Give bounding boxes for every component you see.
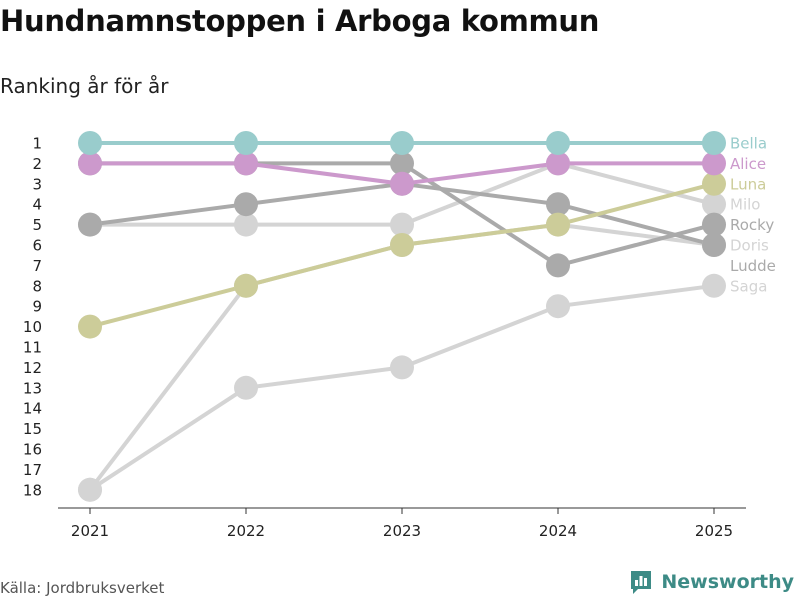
y-tick-label: 7 (32, 257, 42, 275)
source-note: Källa: Jordbruksverket (0, 579, 165, 597)
series-label-luna: Luna (730, 175, 766, 193)
data-point-doris (702, 192, 726, 217)
y-tick-label: 15 (23, 420, 42, 438)
data-point-luna (546, 212, 570, 237)
data-point-bella (234, 131, 258, 155)
y-tick-label: 1 (32, 135, 42, 153)
data-point-luna (390, 233, 414, 257)
y-tick-label: 2 (32, 155, 42, 173)
data-point-rocky (234, 192, 258, 217)
y-tick-label: 9 (32, 298, 42, 316)
data-point-alice (234, 151, 258, 176)
y-tick-label: 16 (23, 441, 42, 459)
x-tick-label: 2021 (71, 522, 109, 540)
data-point-bella (546, 131, 570, 155)
y-tick-label: 11 (23, 339, 42, 357)
data-point-rocky (546, 192, 570, 217)
y-tick-label: 5 (32, 216, 42, 234)
series-label-bella: Bella (730, 135, 767, 153)
series-label-doris: Doris (730, 237, 769, 255)
y-tick-label: 6 (32, 237, 42, 255)
data-point-milo (702, 273, 726, 298)
y-tick-label: 10 (23, 318, 42, 336)
y-tick-label: 18 (23, 481, 42, 499)
data-point-ludde (546, 253, 570, 278)
data-point-milo (390, 355, 414, 380)
series-label-alice: Alice (730, 155, 766, 173)
y-tick-label: 17 (23, 461, 42, 479)
brand-name: Newsworthy (661, 571, 794, 593)
x-tick-label: 2023 (383, 522, 421, 540)
series-label-saga: Saga (730, 277, 767, 295)
x-axis: 2021 2022 2023 2024 2025 (58, 507, 746, 540)
x-tick-label: 2025 (695, 522, 733, 540)
data-point-milo (546, 294, 570, 319)
data-point-doris (234, 212, 258, 237)
series-label-milo: Milo (730, 196, 760, 214)
data-point-ludde (390, 151, 414, 176)
y-tick-label: 13 (23, 379, 42, 397)
data-point-alice (702, 151, 726, 176)
data-point-bella (78, 131, 102, 155)
data-point-milo (234, 375, 258, 400)
data-point-alice (546, 151, 570, 176)
data-point-luna (78, 314, 102, 339)
data-point-luna (234, 273, 258, 298)
y-tick-label: 14 (23, 400, 42, 418)
data-point-rocky (78, 212, 102, 237)
y-tick-label: 12 (23, 359, 42, 377)
series-label-rocky: Rocky (730, 216, 774, 234)
series-line-milo (88, 283, 716, 492)
series-points (78, 131, 726, 502)
series-label-ludde: Ludde (730, 257, 776, 275)
series-labels: Bella Alice Luna Milo Rocky Doris Ludde Saga (730, 135, 776, 296)
data-point-doris (390, 212, 414, 237)
data-point-saga (78, 477, 102, 502)
chart-title: Hundnamnstoppen i Arboga kommun (0, 4, 600, 38)
x-tick-label: 2022 (227, 522, 265, 540)
data-point-rocky (702, 233, 726, 257)
y-tick-label: 3 (32, 175, 42, 193)
bar-chart-icon (631, 571, 652, 594)
y-tick-label: 8 (32, 277, 42, 295)
data-point-bella (702, 131, 726, 155)
data-point-luna (702, 171, 726, 196)
x-tick-label: 2024 (539, 522, 577, 540)
data-point-alice (78, 151, 102, 176)
data-point-ludde (702, 212, 726, 237)
chart-subtitle: Ranking år för år (0, 74, 169, 98)
data-point-bella (390, 131, 414, 155)
data-point-alice (390, 171, 414, 196)
y-tick-label: 4 (32, 196, 42, 214)
brand-logo: Newsworthy (629, 569, 794, 595)
